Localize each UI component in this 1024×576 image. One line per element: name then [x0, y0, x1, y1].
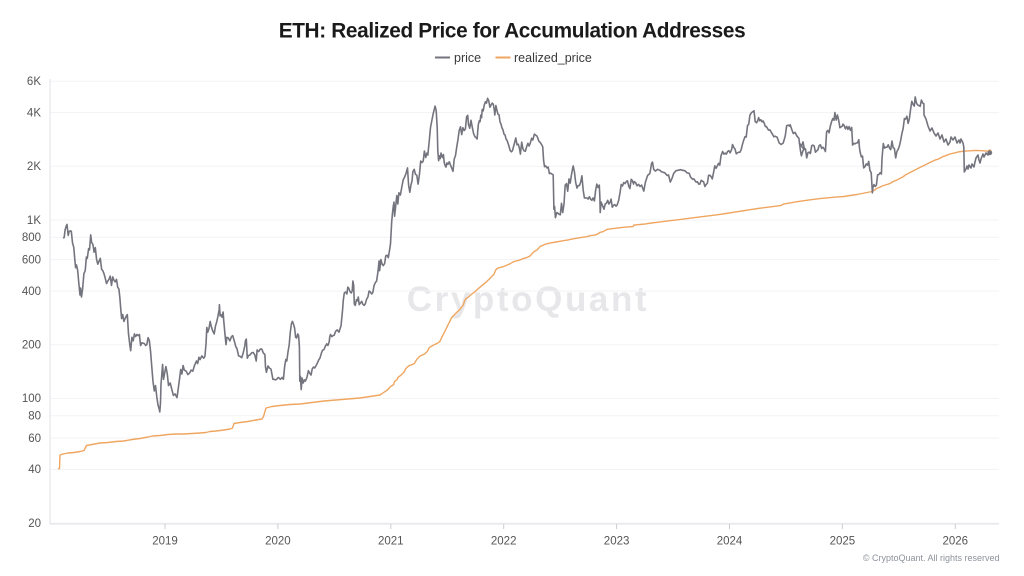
svg-text:realized_price: realized_price [514, 51, 592, 65]
svg-text:400: 400 [22, 286, 41, 298]
svg-text:2025: 2025 [830, 536, 856, 548]
svg-text:2026: 2026 [943, 536, 969, 548]
svg-text:100: 100 [22, 393, 41, 405]
svg-text:20: 20 [28, 518, 41, 530]
svg-text:2020: 2020 [265, 536, 291, 548]
svg-text:80: 80 [28, 411, 41, 423]
svg-text:CryptoQuant: CryptoQuant [407, 280, 649, 319]
svg-text:2K: 2K [27, 161, 41, 173]
svg-text:2021: 2021 [378, 536, 404, 548]
svg-text:4K: 4K [27, 107, 41, 119]
svg-text:2024: 2024 [717, 536, 743, 548]
svg-text:ETH: Realized Price for Accumu: ETH: Realized Price for Accumulation Add… [279, 20, 746, 43]
svg-text:60: 60 [28, 433, 41, 445]
svg-text:6K: 6K [27, 76, 41, 88]
svg-text:1K: 1K [27, 215, 41, 227]
svg-text:40: 40 [28, 464, 41, 476]
svg-text:600: 600 [22, 254, 41, 266]
svg-text:2022: 2022 [491, 536, 517, 548]
svg-text:price: price [454, 51, 481, 65]
svg-text:800: 800 [22, 232, 41, 244]
svg-text:2019: 2019 [152, 536, 178, 548]
svg-text:2023: 2023 [604, 536, 630, 548]
svg-text:200: 200 [22, 340, 41, 352]
svg-text:© CryptoQuant. All rights rese: © CryptoQuant. All rights reserved [863, 553, 1000, 563]
